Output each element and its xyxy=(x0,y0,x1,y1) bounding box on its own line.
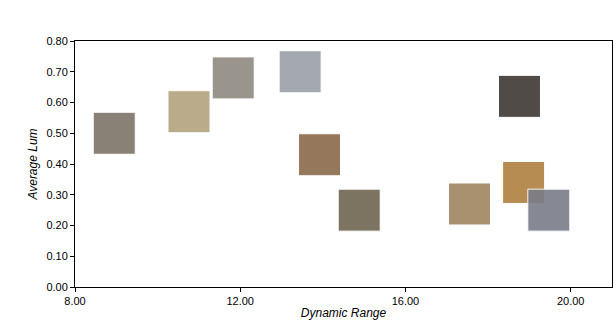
svg-text:Dynamic Range: Dynamic Range xyxy=(301,306,387,320)
svg-text:0.00: 0.00 xyxy=(46,281,67,293)
svg-text:0.50: 0.50 xyxy=(46,127,67,139)
svg-text:0.30: 0.30 xyxy=(46,189,67,201)
svg-text:20.00: 20.00 xyxy=(557,295,585,307)
svg-text:0.10: 0.10 xyxy=(46,250,67,262)
svg-text:0.40: 0.40 xyxy=(46,158,67,170)
svg-text:8.00: 8.00 xyxy=(64,295,85,307)
svg-text:12.00: 12.00 xyxy=(226,295,254,307)
svg-text:0.60: 0.60 xyxy=(46,96,67,108)
svg-text:0.80: 0.80 xyxy=(46,35,67,47)
svg-text:0.70: 0.70 xyxy=(46,66,67,78)
svg-text:16.00: 16.00 xyxy=(392,295,420,307)
svg-text:Average Lum: Average Lum xyxy=(26,128,40,200)
svg-text:0.20: 0.20 xyxy=(46,219,67,231)
